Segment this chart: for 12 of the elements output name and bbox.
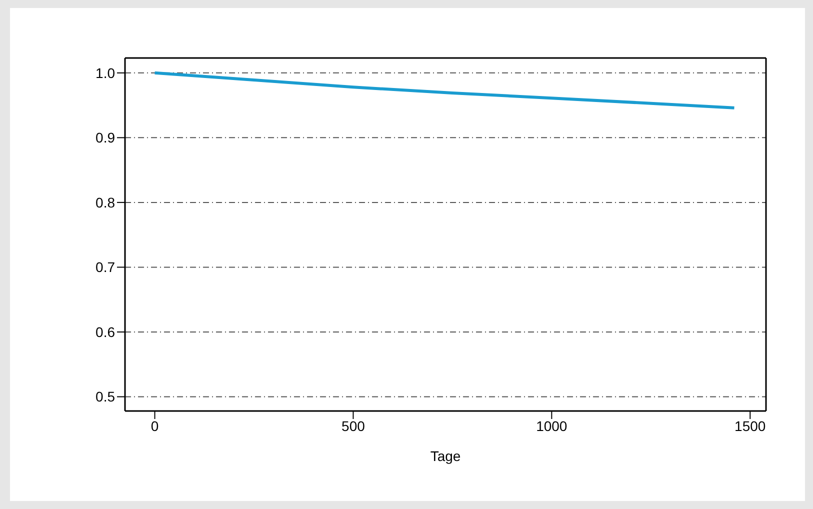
y-tick-label: 0.7	[96, 259, 116, 276]
x-tick-label: 1000	[536, 418, 568, 434]
x-tick-label: 0	[150, 418, 159, 434]
y-tick-label: 1.0	[96, 64, 116, 81]
y-tick-label: 0.6	[96, 324, 116, 340]
line-series	[153, 71, 736, 110]
y-tick-label: 0.9	[96, 130, 116, 146]
x-axis-title: Tage	[430, 448, 461, 464]
y-tick-label: 0.8	[96, 194, 116, 210]
x-tick-label: 1500	[734, 418, 766, 434]
x-tick-label: 500	[342, 418, 366, 434]
y-tick-label: 0.5	[96, 388, 116, 405]
